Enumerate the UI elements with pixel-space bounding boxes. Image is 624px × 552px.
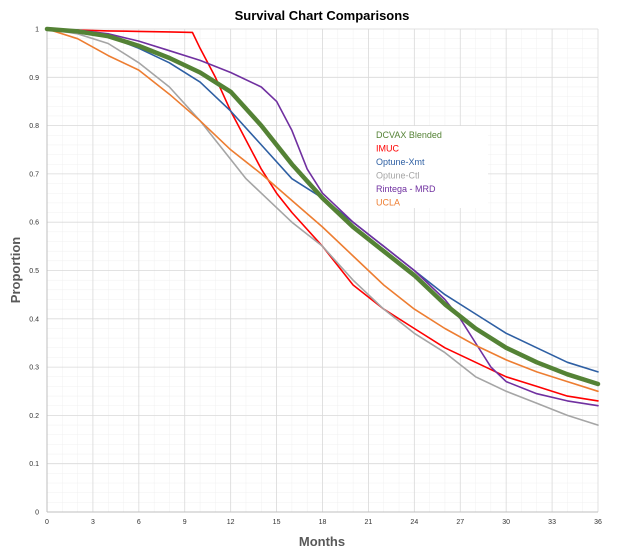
series-line-optune-ctl — [46, 28, 599, 426]
x-tick-label: 30 — [502, 519, 510, 526]
series-line-imuc — [46, 28, 599, 402]
axes — [46, 29, 598, 513]
series-line-ucla — [46, 28, 599, 393]
y-tick-label: 0.8 — [29, 123, 39, 130]
legend: DCVAX Blended IMUC Optune-Xmt Optune-Ctl Rin… — [370, 126, 488, 208]
legend-entry-optune-ctl: Optune-Ctl — [376, 171, 420, 181]
y-tick-label: 0.6 — [29, 220, 39, 227]
tick-labels: 0 3 6 9 12 15 18 21 24 27 30 33 3600.10.20.30.40.50.… — [29, 27, 602, 527]
series-line-rintega-mrd — [46, 28, 599, 407]
x-tick-label: 3 — [91, 519, 95, 526]
legend-background — [370, 126, 488, 208]
x-tick-label: 24 — [410, 519, 418, 526]
y-tick-label: 0.5 — [29, 268, 39, 275]
y-tick-label: 0.3 — [29, 365, 39, 372]
x-tick-label: 27 — [456, 519, 464, 526]
y-tick-label: 1 — [35, 27, 39, 34]
legend-entry-dcvax-blended: DCVAX Blended — [376, 130, 442, 140]
x-axis-label: Months — [299, 534, 345, 549]
x-tick-label: 9 — [183, 519, 187, 526]
x-tick-label: 15 — [273, 519, 281, 526]
legend-entry-ucla: UCLA — [376, 198, 400, 208]
y-tick-label: 0.9 — [29, 75, 39, 82]
x-tick-label: 33 — [548, 519, 556, 526]
x-tick-label: 6 — [137, 519, 141, 526]
y-tick-label: 0.2 — [29, 413, 39, 420]
x-tick-label: 21 — [365, 519, 373, 526]
series-lines — [44, 26, 601, 426]
series-line-dcvax-blended — [44, 26, 601, 387]
y-tick-label: 0.7 — [29, 171, 39, 178]
legend-entry-rintega-mrd: Rintega - MRD — [376, 184, 436, 194]
y-tick-label: 0.1 — [29, 461, 39, 468]
x-tick-label: 0 — [45, 519, 49, 526]
legend-entry-optune-xmt: Optune-Xmt — [376, 157, 425, 167]
y-tick-label: 0 — [35, 510, 39, 517]
x-tick-label: 18 — [319, 519, 327, 526]
x-tick-label: 36 — [594, 519, 602, 526]
chart-title: Survival Chart Comparisons — [235, 8, 410, 23]
legend-entry-imuc: IMUC — [376, 144, 399, 154]
x-tick-label: 12 — [227, 519, 235, 526]
y-axis-label: Proportion — [8, 237, 23, 303]
y-tick-label: 0.4 — [29, 316, 39, 323]
